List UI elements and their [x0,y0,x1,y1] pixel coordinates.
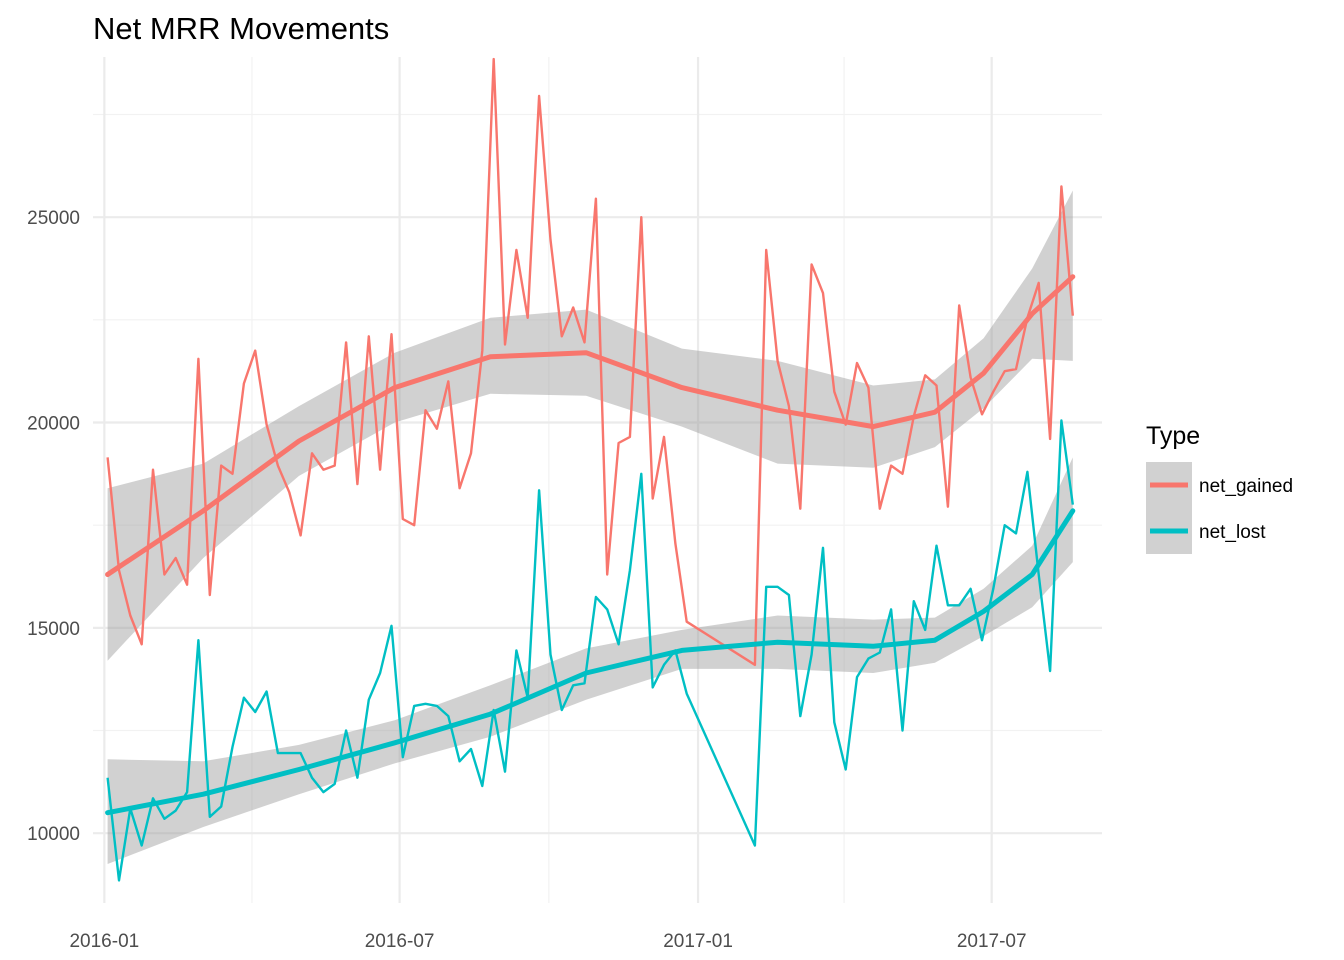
y-tick-label: 20000 [27,414,80,435]
chart-title: Net MRR Movements [93,11,389,46]
smooth-lines [105,274,1076,816]
x-tick-label: 2016-01 [69,931,139,952]
series-lines [106,57,1074,882]
y-tick-label: 15000 [27,619,80,640]
y-tick-label: 10000 [27,824,80,845]
net_gained-line [106,57,1074,666]
x-tick-label: 2017-01 [663,931,733,952]
legend-title: Type [1146,422,1200,450]
y-axis-tick-labels: 10000 15000 20000 25000 [27,208,80,845]
net_lost-confidence-band [107,457,1073,864]
legend: Type net_gained net_lost [1146,422,1293,554]
x-tick-label: 2016-07 [365,931,435,952]
legend-label-net_gained: net_gained [1199,476,1293,497]
x-axis-tick-labels: 2016-01 2016-07 2017-01 2017-07 [69,931,1026,952]
y-tick-label: 25000 [27,208,80,229]
x-tick-label: 2017-07 [957,931,1027,952]
net_lost-smooth-line [105,508,1076,816]
legend-label-net_lost: net_lost [1199,522,1266,543]
net_lost-line [106,419,1074,882]
net_gained-smooth-line [105,274,1076,577]
